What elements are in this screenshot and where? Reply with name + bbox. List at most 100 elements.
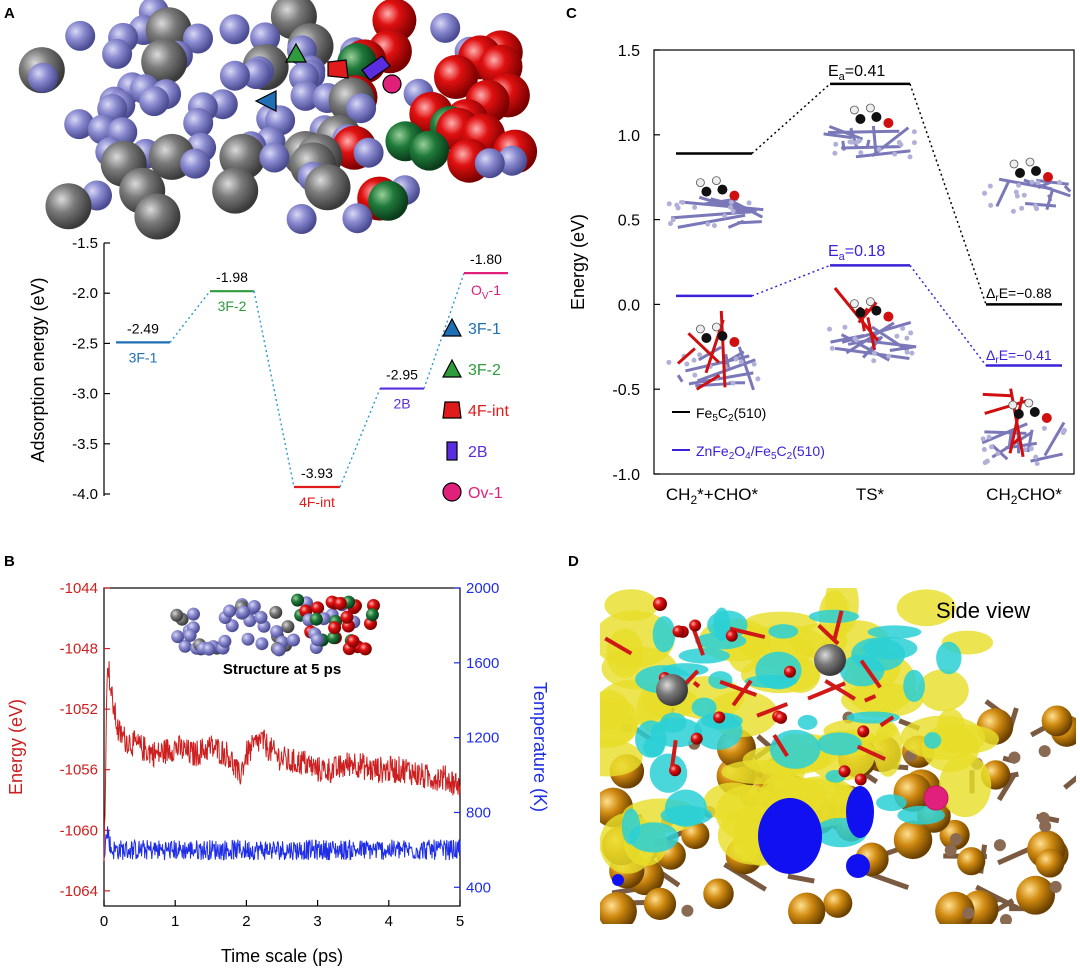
atom-red	[311, 601, 325, 615]
bond	[1063, 775, 1076, 790]
atom-gray	[134, 193, 181, 240]
isosurface-cyan	[797, 714, 818, 730]
y-tick-label: -3.5	[72, 436, 98, 453]
atom-carbon	[701, 333, 712, 343]
atom-blue	[286, 204, 317, 234]
panel-d-image: Side view	[600, 588, 1076, 924]
atom-hydrogen	[1024, 398, 1034, 408]
atom-blue	[728, 199, 734, 205]
connector-line	[909, 264, 987, 366]
atom-hydrogen	[850, 105, 859, 115]
category-label: CH2CHO*	[986, 485, 1062, 507]
isosurface-yellow	[703, 782, 763, 823]
atom-blue	[692, 372, 698, 378]
atom-iron	[703, 878, 734, 909]
marker-4f-int	[327, 59, 349, 79]
x-tick-label: 2	[242, 913, 250, 930]
y-tick-label: 0.0	[618, 297, 640, 314]
atom-zinc	[656, 674, 688, 706]
bond-red	[604, 636, 633, 656]
isosurface-cyan	[628, 822, 679, 853]
atom-iron	[1016, 875, 1056, 915]
atom-iron	[643, 887, 677, 921]
atom-iron	[788, 892, 826, 924]
atom-blue	[183, 108, 214, 138]
atom-blue	[667, 221, 673, 227]
bond	[1001, 190, 1005, 195]
panel-c-label: C	[566, 5, 577, 22]
panel-b-chart: 0 1 2 3 4 5 -1044 -1048 -1052 -1056 -1060 -1064 400 8…	[6, 580, 550, 966]
atom-blue	[898, 142, 904, 148]
atom-carbon	[962, 907, 975, 920]
atom-blue	[738, 359, 744, 365]
y-right-tick-label: 400	[466, 879, 491, 896]
atom-blue	[183, 23, 213, 54]
adsorbate-structure-image	[980, 388, 1067, 466]
atom-carbon	[871, 112, 882, 122]
x-tick-label: 0	[100, 913, 108, 930]
atom-blue	[871, 358, 877, 364]
atom-blue	[908, 330, 914, 336]
atom-carbon	[1013, 409, 1024, 419]
atom-blue	[907, 154, 913, 160]
category-label: CH2*+CHO*	[666, 485, 759, 507]
isosurface-yellow	[936, 708, 966, 749]
isosurface-yellow	[600, 697, 639, 746]
atom-blue	[255, 637, 269, 651]
atom-blue	[64, 109, 95, 140]
atom-blue	[1014, 193, 1020, 199]
bond-red	[772, 733, 789, 757]
bond	[1063, 185, 1072, 193]
atom-oxygen	[669, 764, 682, 777]
level-site-label: 4F-int	[299, 494, 335, 510]
isosurface-cyan	[621, 808, 641, 845]
isosurface-yellow	[600, 739, 643, 777]
atom-blue	[751, 361, 757, 367]
atom-zinc	[814, 644, 846, 676]
atom-blue	[755, 376, 761, 382]
atom-hydrogen	[850, 299, 859, 309]
atom-blue	[853, 337, 859, 343]
atom-oxygen	[883, 311, 894, 322]
isosurface-cyan	[691, 697, 717, 718]
atom-blue	[178, 639, 192, 653]
atom-red	[333, 597, 347, 610]
legend-label: Ov-1	[468, 485, 503, 502]
isosurface-blue	[758, 798, 822, 874]
connector-line	[751, 264, 831, 297]
atom-oxygen	[883, 118, 894, 128]
y-tick-label: 1.0	[618, 128, 640, 145]
atom-blue	[746, 200, 752, 206]
atom-oxygen	[690, 732, 703, 745]
bond-red	[832, 610, 844, 642]
y-tick-label: -3.0	[72, 386, 98, 403]
connector-line	[423, 272, 465, 389]
panel-b-x-label: Time scale (ps)	[221, 946, 343, 966]
atom-blue	[832, 150, 838, 156]
dre-blue-label: ΔrE=−0.41	[986, 347, 1052, 366]
atom-gray	[304, 164, 351, 211]
bond-red	[719, 679, 758, 697]
legend-label: 4F-int	[468, 403, 509, 420]
atom-oxygen	[857, 725, 870, 738]
bond	[737, 346, 755, 391]
ea-black-label: Ea=0.41	[828, 63, 885, 83]
bond	[823, 132, 853, 140]
atom-carbon	[1049, 880, 1062, 893]
atom-oxygen	[1043, 172, 1053, 182]
atom-carbon	[717, 184, 728, 195]
marker-ov-1	[382, 74, 402, 94]
triangle-up-icon	[442, 358, 462, 378]
atom-blue	[987, 183, 993, 189]
atom-blue	[847, 139, 853, 145]
isosurface-blue	[612, 874, 624, 886]
level-value-label: -2.49	[127, 320, 159, 336]
atom-oxygen	[729, 190, 740, 201]
atom-blue	[259, 142, 290, 173]
x-tick-label: 5	[456, 913, 464, 930]
atom-hydrogen	[712, 322, 721, 332]
trapezoid-icon	[442, 401, 462, 419]
isosurface-cyan	[652, 616, 676, 653]
y-tick-label: -2.0	[72, 285, 98, 302]
atom-blue	[250, 22, 281, 53]
